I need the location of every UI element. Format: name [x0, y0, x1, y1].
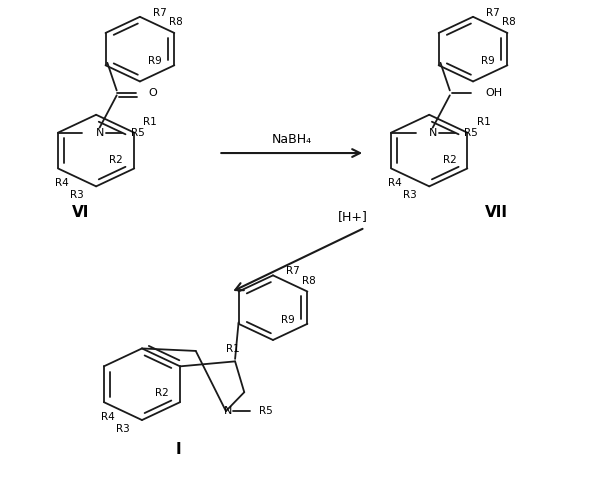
Text: I: I	[176, 442, 182, 458]
Text: R2: R2	[155, 388, 169, 398]
Text: R8: R8	[502, 17, 516, 27]
Text: R2: R2	[443, 154, 456, 164]
Text: VII: VII	[485, 205, 508, 220]
Text: R8: R8	[302, 276, 316, 285]
Text: R7: R7	[486, 8, 500, 18]
Text: R8: R8	[169, 17, 183, 27]
Text: R5: R5	[464, 128, 478, 138]
Text: R3: R3	[116, 424, 130, 434]
Text: R1: R1	[144, 116, 157, 126]
Text: R1: R1	[226, 344, 239, 354]
Text: O: O	[149, 88, 157, 98]
Text: R7: R7	[287, 266, 300, 276]
Text: OH: OH	[485, 88, 502, 98]
Text: R5: R5	[131, 128, 145, 138]
Text: R4: R4	[101, 412, 115, 422]
Text: R9: R9	[149, 56, 162, 66]
Text: R5: R5	[259, 406, 273, 416]
Text: N: N	[429, 128, 437, 138]
Text: R3: R3	[70, 190, 84, 200]
Text: N: N	[223, 406, 232, 416]
Text: VI: VI	[72, 205, 90, 220]
Text: R4: R4	[388, 178, 402, 188]
Text: R1: R1	[476, 116, 490, 126]
Text: R4: R4	[55, 178, 69, 188]
Text: R9: R9	[281, 315, 295, 325]
Text: R2: R2	[109, 154, 123, 164]
Text: NaBH₄: NaBH₄	[271, 133, 312, 146]
Text: R3: R3	[403, 190, 417, 200]
Text: R7: R7	[154, 8, 167, 18]
Text: R9: R9	[481, 56, 495, 66]
Text: [H+]: [H+]	[338, 210, 367, 222]
Text: N: N	[95, 128, 104, 138]
